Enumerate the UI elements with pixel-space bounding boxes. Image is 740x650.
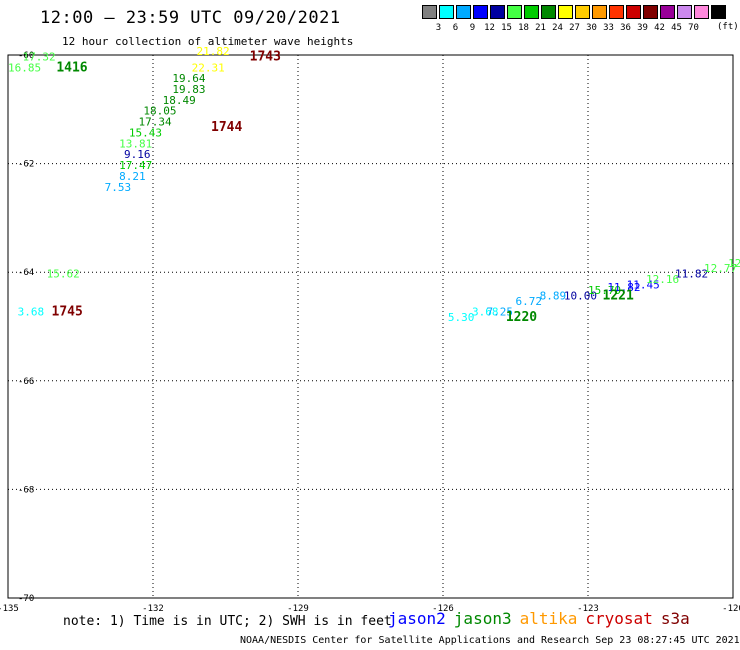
- y-tick-label: -62: [18, 160, 34, 170]
- wave-height-value: 17.32: [23, 50, 56, 63]
- wave-height-value: 12.77: [704, 262, 737, 275]
- legend-swatch: [575, 5, 590, 19]
- legend-swatch: [660, 5, 675, 19]
- y-tick-label: -66: [18, 377, 34, 387]
- wave-height-value: 18.49: [163, 94, 196, 107]
- wave-height-value: 8.89: [540, 289, 567, 302]
- wave-height-value: 12.16: [646, 273, 679, 286]
- pass-time-label: 1416: [56, 60, 87, 75]
- satellite-name: jason3: [453, 609, 512, 628]
- legend-swatch: [439, 5, 454, 19]
- x-tick-label: -129: [287, 604, 309, 614]
- wave-height-value: 19.83: [172, 83, 205, 96]
- wave-height-value: 16.85: [8, 61, 41, 74]
- legend-swatch: [711, 5, 726, 19]
- footer-note: note: 1) Time is in UTC; 2) SWH is in fe…: [63, 614, 392, 629]
- wave-height-value: 15.43: [129, 126, 162, 139]
- chart-subtitle: 12 hour collection of altimeter wave hei…: [62, 35, 354, 48]
- legend-swatch: [592, 5, 607, 19]
- wave-height-value: 7.53: [105, 181, 131, 194]
- legend-swatch: [643, 5, 658, 19]
- satellite-name: cryosat: [585, 609, 653, 628]
- chart-title: 12:00 – 23:59 UTC 09/20/2021: [40, 8, 341, 28]
- pass-time-label: 1745: [52, 305, 83, 320]
- wave-height-value: 9.16: [124, 148, 151, 161]
- legend-label: 30: [586, 23, 597, 33]
- satellite-name: jason2: [388, 609, 446, 628]
- wave-height-value: 11.82: [675, 268, 708, 281]
- y-tick-label: -64: [18, 268, 34, 278]
- wave-height-value: 10.00: [564, 289, 597, 302]
- legend-label: 18: [518, 23, 529, 33]
- legend-label: 15: [501, 23, 512, 33]
- legend-label: 21: [535, 23, 546, 33]
- legend-swatch: [524, 5, 539, 19]
- legend-label: 33: [603, 23, 614, 33]
- legend-swatch: [541, 5, 556, 19]
- wave-height-value: 17.47: [119, 159, 152, 172]
- pass-time-label: 1220: [506, 310, 537, 325]
- legend-label: 45: [671, 23, 682, 33]
- x-tick-label: -132: [142, 604, 164, 614]
- wave-height-value: 13.81: [119, 137, 152, 150]
- legend-swatch: [677, 5, 692, 19]
- legend-swatch: [626, 5, 641, 19]
- pass-time-label: 1744: [211, 120, 242, 135]
- legend-label: 36: [620, 23, 631, 33]
- wave-height-value: 18.05: [143, 105, 176, 118]
- legend-label: 39: [637, 23, 648, 33]
- legend-swatch: [422, 5, 437, 19]
- x-tick-label: -126: [432, 604, 454, 614]
- wave-height-value: 3.68: [18, 306, 44, 319]
- pass-time-label: 1221: [603, 288, 634, 303]
- wave-height-value: 15.62: [47, 268, 80, 281]
- wave-height-value: 19.64: [172, 72, 205, 85]
- legend-swatch: [609, 5, 624, 19]
- wave-height-value: 5.30: [448, 311, 475, 324]
- wave-height-value: 3.68: [472, 306, 499, 319]
- satellite-name: altika: [519, 609, 578, 628]
- legend-label: 27: [569, 23, 580, 33]
- y-tick-label: -60: [18, 51, 34, 61]
- legend-swatch: [456, 5, 471, 19]
- legend-label: 9: [469, 23, 476, 33]
- wave-height-value: 21.82: [197, 45, 230, 58]
- wave-height-value: 6.72: [516, 295, 543, 308]
- legend-swatch: [558, 5, 573, 19]
- legend-label: 3: [435, 23, 442, 33]
- legend-label: 6: [452, 23, 459, 33]
- wave-height-value: 7.25: [487, 306, 514, 319]
- x-tick-label: -123: [577, 604, 599, 614]
- satellite-legend: jason2 jason3 altika cryosat s3a: [388, 609, 698, 628]
- color-legend-unit: (ft): [717, 22, 739, 32]
- y-tick-label: -70: [18, 594, 34, 604]
- legend-label: 70: [688, 23, 699, 33]
- wave-height-value: 11.82: [607, 281, 640, 294]
- pass-time-label: 1743: [250, 49, 281, 64]
- legend-label: 42: [654, 23, 665, 33]
- legend-swatch: [694, 5, 709, 19]
- legend-swatch: [490, 5, 505, 19]
- footer-credit: NOAA/NESDIS Center for Satellite Applica…: [240, 635, 740, 646]
- plot-frame: [7, 54, 734, 599]
- y-tick-label: -68: [18, 485, 34, 495]
- legend-swatch: [473, 5, 488, 19]
- wave-height-value: 15.79: [588, 284, 621, 297]
- legend-label: 12: [484, 23, 495, 33]
- legend-swatch: [507, 5, 522, 19]
- wave-height-value: 8.21: [119, 170, 145, 183]
- wave-height-value: 17.34: [139, 116, 172, 129]
- wave-height-value: 11.45: [627, 278, 660, 291]
- x-tick-label: -120: [722, 604, 740, 614]
- satellite-name: s3a: [660, 609, 690, 628]
- x-tick-label: -135: [0, 604, 19, 614]
- wave-height-value: 12.6: [728, 257, 740, 270]
- wave-height-value: 22.31: [192, 61, 225, 74]
- legend-label: 24: [552, 23, 563, 33]
